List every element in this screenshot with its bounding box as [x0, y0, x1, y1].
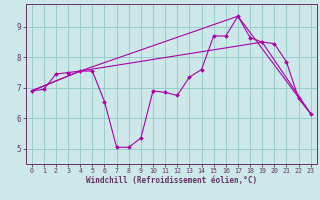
- X-axis label: Windchill (Refroidissement éolien,°C): Windchill (Refroidissement éolien,°C): [86, 176, 257, 185]
